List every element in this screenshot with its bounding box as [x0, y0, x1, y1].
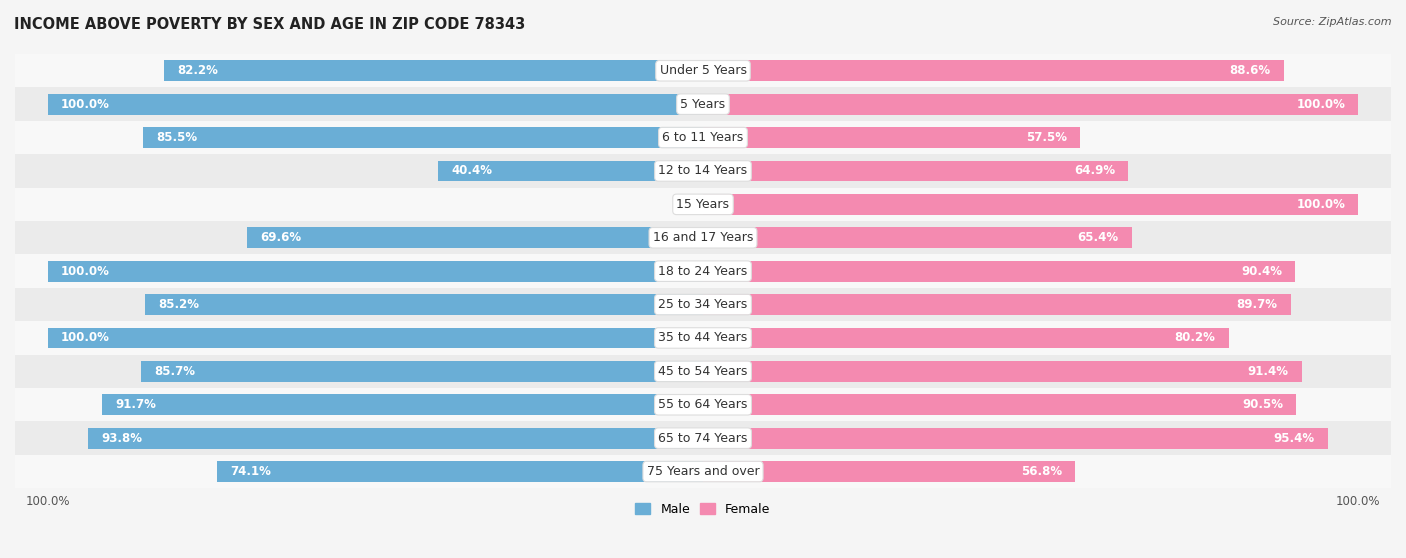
Text: 85.5%: 85.5%	[156, 131, 197, 144]
Bar	[703, 328, 1229, 348]
Text: 85.2%: 85.2%	[157, 298, 198, 311]
Bar	[103, 395, 703, 415]
Text: 100.0%: 100.0%	[60, 264, 110, 278]
Bar	[15, 321, 1391, 355]
Bar	[15, 88, 1391, 121]
Text: 18 to 24 Years: 18 to 24 Years	[658, 264, 748, 278]
Bar	[703, 461, 1076, 482]
Text: 100.0%: 100.0%	[1296, 98, 1346, 110]
Text: 12 to 14 Years: 12 to 14 Years	[658, 165, 748, 177]
Bar	[247, 228, 703, 248]
Bar	[48, 94, 703, 114]
Text: 69.6%: 69.6%	[260, 231, 301, 244]
Bar	[143, 127, 703, 148]
Bar	[15, 154, 1391, 187]
Text: 56.8%: 56.8%	[1021, 465, 1062, 478]
Bar	[15, 288, 1391, 321]
Bar	[15, 221, 1391, 254]
Bar	[89, 428, 703, 449]
Bar	[703, 161, 1128, 181]
Bar	[15, 254, 1391, 288]
Text: 100.0%: 100.0%	[60, 331, 110, 344]
Bar	[145, 294, 703, 315]
Text: 85.7%: 85.7%	[155, 365, 195, 378]
Text: 35 to 44 Years: 35 to 44 Years	[658, 331, 748, 344]
Text: 91.4%: 91.4%	[1247, 365, 1289, 378]
Text: 65.4%: 65.4%	[1077, 231, 1118, 244]
Text: 93.8%: 93.8%	[101, 432, 142, 445]
Text: Under 5 Years: Under 5 Years	[659, 64, 747, 77]
Bar	[15, 355, 1391, 388]
Bar	[48, 261, 703, 282]
Bar	[703, 395, 1296, 415]
Bar	[439, 161, 703, 181]
Bar	[703, 127, 1080, 148]
Bar	[15, 121, 1391, 154]
Text: 100.0%: 100.0%	[60, 98, 110, 110]
Legend: Male, Female: Male, Female	[630, 498, 776, 521]
Text: 75 Years and over: 75 Years and over	[647, 465, 759, 478]
Text: 91.7%: 91.7%	[115, 398, 156, 411]
Bar	[165, 60, 703, 81]
Bar	[703, 228, 1132, 248]
Bar	[703, 428, 1329, 449]
Text: 90.5%: 90.5%	[1241, 398, 1282, 411]
Text: 90.4%: 90.4%	[1241, 264, 1282, 278]
Bar	[703, 94, 1358, 114]
Bar	[703, 361, 1302, 382]
Text: Source: ZipAtlas.com: Source: ZipAtlas.com	[1274, 17, 1392, 27]
Text: 5 Years: 5 Years	[681, 98, 725, 110]
Text: 65 to 74 Years: 65 to 74 Years	[658, 432, 748, 445]
Text: 16 and 17 Years: 16 and 17 Years	[652, 231, 754, 244]
Text: 89.7%: 89.7%	[1237, 298, 1278, 311]
Text: 74.1%: 74.1%	[231, 465, 271, 478]
Bar	[48, 328, 703, 348]
Bar	[703, 294, 1291, 315]
Bar	[142, 361, 703, 382]
Text: 40.4%: 40.4%	[451, 165, 492, 177]
Text: 100.0%: 100.0%	[1296, 198, 1346, 211]
Text: 6 to 11 Years: 6 to 11 Years	[662, 131, 744, 144]
Text: 88.6%: 88.6%	[1229, 64, 1271, 77]
Text: 64.9%: 64.9%	[1074, 165, 1115, 177]
Bar	[15, 421, 1391, 455]
Bar	[15, 54, 1391, 88]
Bar	[15, 455, 1391, 488]
Text: 95.4%: 95.4%	[1274, 432, 1315, 445]
Bar	[15, 388, 1391, 421]
Bar	[218, 461, 703, 482]
Text: 80.2%: 80.2%	[1174, 331, 1215, 344]
Bar	[703, 261, 1295, 282]
Text: INCOME ABOVE POVERTY BY SEX AND AGE IN ZIP CODE 78343: INCOME ABOVE POVERTY BY SEX AND AGE IN Z…	[14, 17, 526, 32]
Bar	[15, 187, 1391, 221]
Text: 45 to 54 Years: 45 to 54 Years	[658, 365, 748, 378]
Bar	[703, 194, 1358, 215]
Text: 82.2%: 82.2%	[177, 64, 218, 77]
Text: 55 to 64 Years: 55 to 64 Years	[658, 398, 748, 411]
Bar	[703, 60, 1284, 81]
Text: 57.5%: 57.5%	[1025, 131, 1067, 144]
Text: 25 to 34 Years: 25 to 34 Years	[658, 298, 748, 311]
Text: 15 Years: 15 Years	[676, 198, 730, 211]
